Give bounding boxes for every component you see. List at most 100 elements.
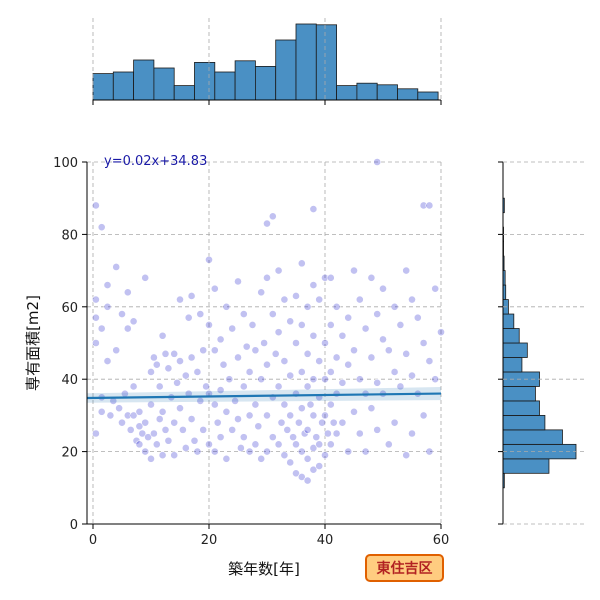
right-histogram-bar	[502, 386, 536, 402]
scatter-point	[248, 320, 257, 329]
top-histogram-bar	[336, 85, 358, 101]
scatter-point	[123, 288, 132, 297]
scatter-point	[309, 465, 318, 474]
scatter-point	[103, 302, 112, 311]
scatter-point	[431, 375, 440, 384]
scatter-point	[118, 310, 126, 318]
scatter-point	[303, 382, 312, 391]
scatter-point	[231, 397, 239, 405]
scatter-point	[355, 429, 364, 438]
scatter-point	[303, 454, 312, 463]
scatter-point	[135, 407, 144, 416]
scatter-point	[158, 451, 167, 460]
scatter-point	[312, 433, 321, 442]
scatter-point	[332, 302, 341, 311]
scatter-point	[431, 284, 440, 293]
scatter-point	[297, 404, 306, 413]
scatter-point	[408, 295, 416, 304]
top-histogram	[92, 23, 439, 101]
scatter-point	[309, 444, 318, 452]
scatter-point	[257, 454, 266, 463]
scatter-point	[222, 302, 231, 311]
scatter-point	[245, 447, 254, 456]
scatter-point	[219, 360, 228, 369]
y-tick-label: 60	[61, 301, 78, 316]
scatter-point	[254, 422, 263, 431]
scatter-point	[141, 447, 150, 456]
ward-badge: 東住吉区	[377, 560, 433, 577]
scatter-point	[408, 429, 416, 438]
scatter-point	[315, 295, 324, 304]
scatter-point	[216, 386, 225, 394]
x-tick-label: 0	[89, 533, 97, 548]
scatter-point	[170, 418, 179, 427]
scatter-point	[367, 353, 376, 362]
scatter-point	[176, 295, 184, 304]
scatter-point	[205, 440, 213, 449]
top-histogram-bar	[295, 23, 317, 101]
scatter-point	[92, 339, 100, 347]
scatter-point	[280, 357, 289, 365]
scatter-point	[234, 353, 242, 362]
scatter-point	[408, 371, 416, 380]
scatter-point	[92, 201, 100, 210]
scatter-point	[338, 418, 347, 427]
scatter-point	[164, 436, 173, 445]
scatter-point	[286, 317, 295, 326]
scatter-point	[384, 440, 393, 449]
scatter-point	[199, 346, 208, 355]
x-tick-label: 20	[201, 533, 218, 548]
scatter-point	[158, 331, 167, 340]
scatter-point	[210, 400, 219, 409]
top-histogram-bar	[92, 73, 114, 101]
scatter-point	[112, 263, 121, 271]
scatter-point	[303, 302, 312, 311]
scatter-point	[225, 375, 234, 384]
scatter-point	[332, 429, 341, 438]
right-histogram-bar	[502, 328, 520, 344]
y-tick-label: 40	[61, 373, 78, 388]
scatter-point	[402, 349, 411, 358]
scatter-point	[222, 407, 231, 416]
scatter-point	[373, 158, 382, 166]
scatter-point	[196, 310, 205, 318]
scatter-point	[202, 382, 210, 391]
scatter-point	[292, 440, 300, 449]
x-tick-label: 60	[433, 533, 450, 548]
scatter-point	[187, 415, 196, 423]
scatter-point	[384, 346, 393, 355]
scatter-point	[373, 378, 382, 387]
scatter-point	[135, 440, 144, 449]
scatter-point	[161, 425, 170, 434]
scatter-point	[147, 454, 155, 463]
scatter-point	[321, 411, 329, 420]
scatter-point	[257, 288, 266, 297]
scatter-point	[92, 429, 100, 438]
scatter-point	[199, 425, 208, 434]
scatter-point	[193, 368, 202, 376]
scatter-point	[141, 418, 150, 427]
scatter-point	[210, 284, 219, 293]
scatter-point	[268, 433, 277, 442]
scatter-point	[106, 411, 115, 420]
scatter-point	[239, 310, 248, 318]
marginal-axes	[92, 18, 585, 525]
scatter-point	[152, 440, 161, 449]
scatter-point	[205, 320, 213, 329]
regression-group	[87, 387, 442, 403]
top-histogram-bar	[356, 82, 378, 101]
ward-badge-box	[365, 554, 444, 582]
scatter-point	[263, 447, 271, 456]
scatter-point	[164, 364, 173, 373]
scatter-point	[149, 429, 158, 438]
scatter-point	[286, 458, 295, 467]
scatter-point	[97, 223, 106, 232]
scatter-point	[309, 281, 318, 289]
scatter-point	[274, 440, 283, 449]
scatter-point	[251, 440, 260, 449]
scatter-point	[402, 266, 411, 275]
scatter-point	[158, 407, 167, 416]
scatter-point	[97, 324, 106, 333]
scatter-point	[419, 411, 428, 420]
scatter-point	[303, 425, 312, 434]
